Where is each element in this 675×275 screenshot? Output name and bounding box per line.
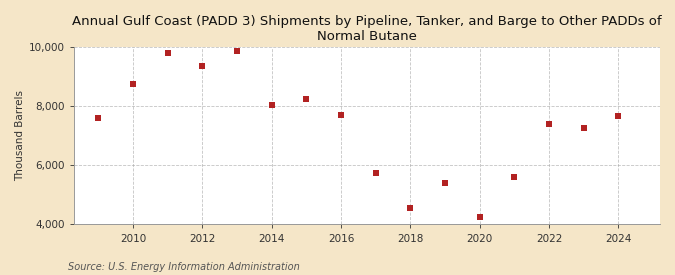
Title: Annual Gulf Coast (PADD 3) Shipments by Pipeline, Tanker, and Barge to Other PAD: Annual Gulf Coast (PADD 3) Shipments by … <box>72 15 662 43</box>
Text: Source: U.S. Energy Information Administration: Source: U.S. Energy Information Administ… <box>68 262 299 272</box>
Y-axis label: Thousand Barrels: Thousand Barrels <box>15 90 25 181</box>
